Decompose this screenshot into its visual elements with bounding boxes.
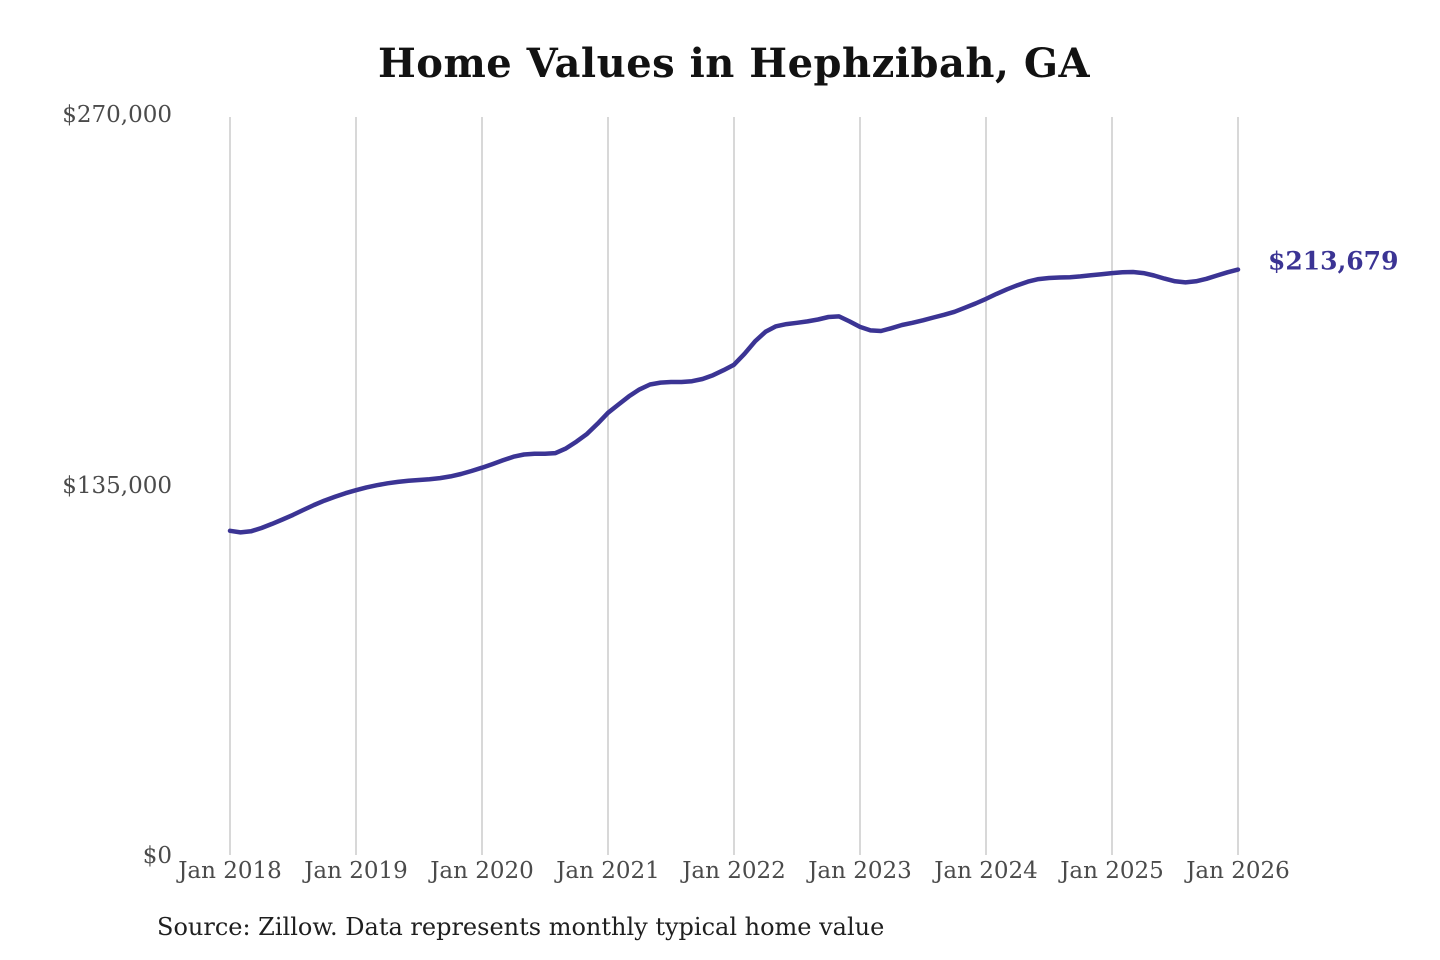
x-tick-label: Jan 2020 [430, 858, 534, 884]
chart-title: Home Values in Hephzibah, GA [377, 40, 1091, 87]
y-tick-label: $0 [142, 843, 172, 869]
x-tick-label: Jan 2021 [556, 858, 660, 884]
source-note: Source: Zillow. Data represents monthly … [157, 913, 885, 941]
x-tick-label: Jan 2019 [304, 858, 408, 884]
x-tick-label: Jan 2024 [934, 858, 1038, 884]
x-tick-label: Jan 2026 [1186, 858, 1290, 884]
x-tick-label: Jan 2025 [1060, 858, 1164, 884]
x-tick-label: Jan 2018 [178, 858, 282, 884]
y-tick-label: $135,000 [62, 472, 172, 499]
x-tick-label: Jan 2023 [808, 858, 912, 884]
latest-value-label: $213,679 [1268, 246, 1399, 276]
x-tick-label: Jan 2022 [682, 858, 786, 884]
y-tick-label: $270,000 [62, 102, 172, 128]
home-value-line [227, 267, 1241, 535]
